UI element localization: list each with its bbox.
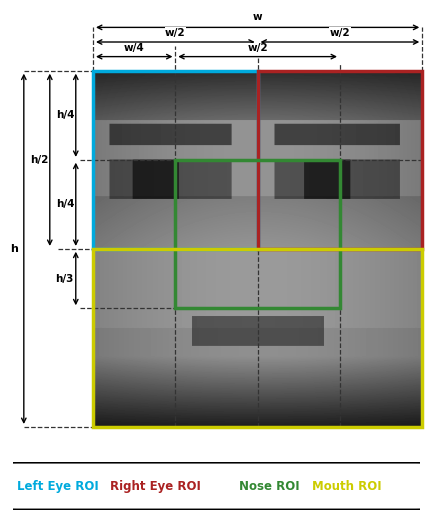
Bar: [93, 71, 258, 249]
Text: Left Eye ROI: Left Eye ROI: [17, 480, 99, 492]
Bar: [93, 249, 422, 427]
Text: w/2: w/2: [247, 44, 268, 53]
Text: h/2: h/2: [30, 155, 48, 165]
Text: h: h: [10, 244, 18, 254]
FancyBboxPatch shape: [0, 462, 433, 510]
Text: w/2: w/2: [330, 28, 350, 38]
Text: w: w: [253, 12, 262, 23]
Text: h/4: h/4: [56, 110, 74, 120]
Text: w/4: w/4: [124, 44, 145, 53]
Bar: [175, 160, 340, 308]
Text: Nose ROI: Nose ROI: [239, 480, 300, 492]
Text: Mouth ROI: Mouth ROI: [312, 480, 381, 492]
Text: Right Eye ROI: Right Eye ROI: [110, 480, 201, 492]
Text: w/2: w/2: [165, 28, 186, 38]
Bar: [258, 71, 422, 249]
Text: h/3: h/3: [55, 273, 74, 284]
Text: h/4: h/4: [56, 200, 74, 209]
